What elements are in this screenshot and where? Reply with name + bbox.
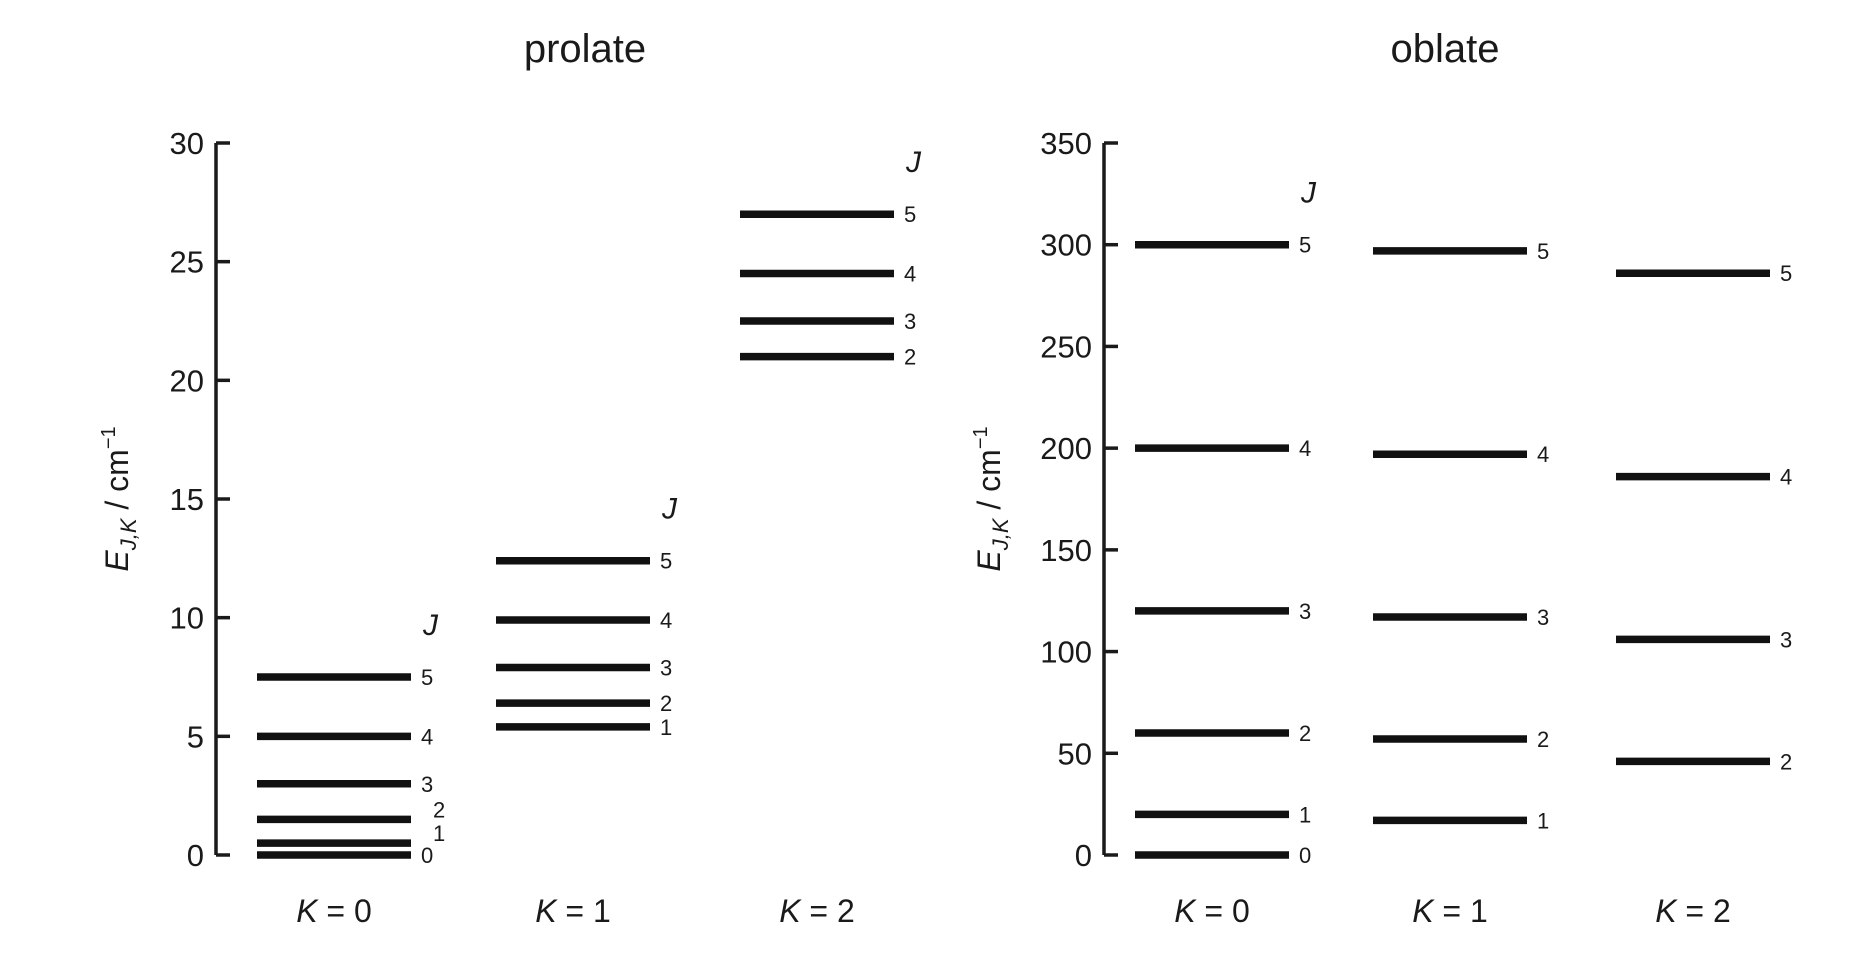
level-j-label: 5 <box>1780 261 1792 286</box>
panel-title: oblate <box>1391 27 1500 71</box>
y-tick-label: 200 <box>1040 431 1092 466</box>
y-tick-label: 15 <box>170 482 204 517</box>
level-j-label: 4 <box>1537 442 1549 467</box>
level-j-label: 5 <box>660 549 672 574</box>
level-j-label: 5 <box>904 202 916 227</box>
y-axis-label: EJ,K / cm−1 <box>970 426 1013 571</box>
level-j-label: 3 <box>421 772 433 797</box>
k-label: K = 2 <box>779 893 855 929</box>
level-j-label: 4 <box>421 724 433 749</box>
level-j-label: 3 <box>904 309 916 334</box>
y-tick-label: 10 <box>170 601 204 636</box>
level-j-label: 0 <box>421 843 433 868</box>
y-tick-label: 150 <box>1040 533 1092 568</box>
y-tick-label: 100 <box>1040 635 1092 670</box>
y-tick-label: 350 <box>1040 126 1092 161</box>
level-j-label: 2 <box>1780 749 1792 774</box>
j-header: J <box>1300 177 1317 210</box>
y-tick-label: 20 <box>170 363 204 398</box>
level-j-label: 1 <box>1537 808 1549 833</box>
y-tick-label: 30 <box>170 126 204 161</box>
level-j-label: 2 <box>660 691 672 716</box>
level-j-label: 4 <box>1780 465 1792 490</box>
k-label: K = 0 <box>296 893 372 929</box>
panel-oblate: oblate 0 50 100 150 200 250 300 350 EJ,K / cm−1 0 1… <box>970 27 1792 929</box>
panel-title: prolate <box>524 27 646 71</box>
y-tick-label: 50 <box>1058 736 1092 771</box>
level-j-label: 5 <box>421 665 433 690</box>
column-k-2: 2 3 4 5 J K = 2 <box>740 146 922 929</box>
y-tick-label: 0 <box>187 838 204 873</box>
level-j-label: 2 <box>904 345 916 370</box>
level-j-label: 3 <box>1537 605 1549 630</box>
level-j-label: 4 <box>904 262 916 287</box>
level-j-label: 3 <box>660 656 672 681</box>
level-j-label: 4 <box>660 608 672 633</box>
level-j-label: 2 <box>433 797 445 822</box>
level-j-label: 1 <box>660 715 672 740</box>
column-k-1: 1 2 3 4 5 K = 1 <box>1373 239 1549 929</box>
level-j-label: 5 <box>1537 239 1549 264</box>
k-label: K = 2 <box>1655 893 1731 929</box>
k-label: K = 0 <box>1174 893 1250 929</box>
level-j-label: 2 <box>1537 727 1549 752</box>
level-j-label: 3 <box>1299 599 1311 624</box>
y-tick-label: 250 <box>1040 329 1092 364</box>
k-label: K = 1 <box>535 893 611 929</box>
j-header: J <box>422 609 439 642</box>
y-tick-label: 0 <box>1075 838 1092 873</box>
column-k-0: 0 1 2 3 4 5 J K = 0 <box>1135 177 1317 929</box>
level-j-label: 1 <box>1299 802 1311 827</box>
j-header: J <box>661 493 678 526</box>
y-tick-label: 300 <box>1040 228 1092 263</box>
y-tick-label: 25 <box>170 245 204 280</box>
level-j-label: 1 <box>433 821 445 846</box>
j-header: J <box>905 146 922 179</box>
column-k-2: 2 3 4 5 K = 2 <box>1616 261 1792 929</box>
level-j-label: 4 <box>1299 436 1311 461</box>
y-axis-label: EJ,K / cm−1 <box>98 426 141 571</box>
level-j-label: 5 <box>1299 233 1311 258</box>
level-j-label: 3 <box>1780 627 1792 652</box>
y-tick-label: 5 <box>187 719 204 754</box>
k-label: K = 1 <box>1412 893 1488 929</box>
level-j-label: 0 <box>1299 843 1311 868</box>
level-j-label: 2 <box>1299 721 1311 746</box>
column-k-1: 12 3 4 5 J K = 1 <box>496 493 678 929</box>
